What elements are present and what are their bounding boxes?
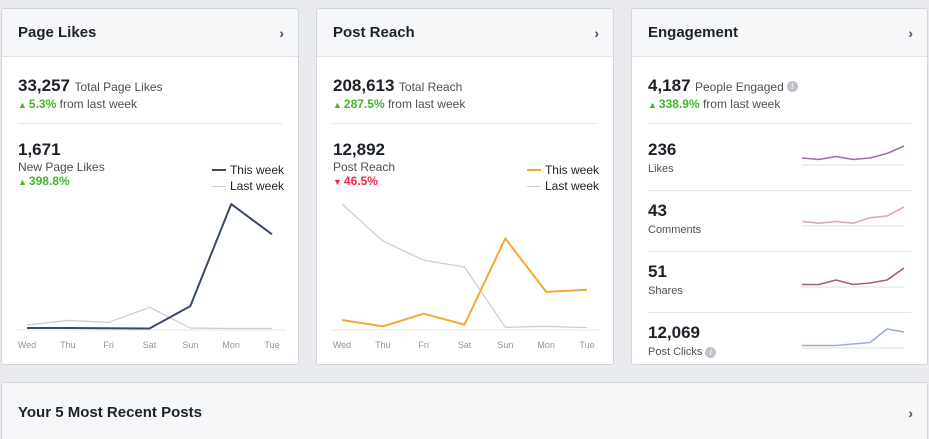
chart-legend: This week Last week [526, 162, 599, 194]
series-line-last-week [341, 203, 588, 329]
post-clicks-label: Post Clicks i [648, 346, 717, 358]
divider [18, 123, 282, 124]
x-tick-label: Sat [458, 340, 472, 350]
total-change-suffix: from last week [702, 97, 781, 111]
legend-this-week: This week [229, 163, 284, 177]
total-reach-label: Total Reach [398, 80, 463, 94]
engagement-sparklines [801, 145, 905, 349]
sparkline-comments [801, 206, 905, 224]
x-tick-label: Tue [579, 340, 594, 350]
page-likes-title: Page Likes [18, 24, 97, 41]
x-tick-label: Mon [537, 340, 555, 350]
legend-last-week: Last week [544, 179, 599, 193]
series-line-this-week [27, 203, 273, 330]
total-change-suffix: from last week [387, 97, 466, 111]
post-reach-chart: Wed Thu Fri Sat Sun Mon Tue [331, 203, 601, 350]
chevron-right-icon[interactable]: › [908, 404, 913, 421]
recent-posts-card[interactable]: Your 5 Most Recent Posts › [1, 382, 928, 439]
total-reach-value: 208,613 [333, 76, 395, 95]
comments-label: Comments [648, 224, 702, 236]
post-reach-change: 46.5% [343, 174, 378, 188]
new-page-likes-value: 1,671 [18, 140, 61, 159]
total-change-suffix: from last week [59, 97, 137, 111]
engagement-row-shares[interactable]: 51 Shares [648, 252, 911, 313]
engagement-header[interactable]: Engagement › [632, 9, 927, 57]
x-tick-label: Fri [103, 340, 114, 350]
x-tick-label: Thu [60, 340, 76, 350]
x-tick-label: Sun [497, 340, 513, 350]
chevron-right-icon[interactable]: › [594, 24, 599, 41]
chart-legend: This week Last week [211, 162, 284, 194]
post-clicks-value: 12,069 [648, 323, 700, 342]
post-clicks-label-text: Post Clicks [648, 346, 703, 358]
post-reach-label: Post Reach [333, 160, 396, 174]
x-tick-label: Thu [375, 340, 391, 350]
chevron-right-icon[interactable]: › [908, 24, 913, 41]
engagement-card: Engagement › 4,187 People Engaged i ▲ 338.… [631, 8, 928, 365]
info-icon[interactable]: i [705, 346, 717, 358]
post-reach-value: 12,892 [333, 140, 385, 159]
x-tick-label: Wed [18, 340, 36, 350]
total-reach: 208,613 Total Reach ▲ 287.5% from last we… [317, 76, 613, 111]
post-reach-header[interactable]: Post Reach › [317, 9, 613, 57]
legend-swatch-last [211, 185, 226, 187]
post-reach-card: Post Reach › 208,613 Total Reach ▲ 287.5%… [316, 8, 614, 365]
divider [648, 123, 911, 124]
shares-value: 51 [648, 262, 667, 281]
x-tick-label: Sun [182, 340, 198, 350]
series-line-this-week [341, 237, 588, 328]
x-tick-label: Wed [333, 340, 351, 350]
engagement-row-likes[interactable]: 236 Likes [648, 130, 911, 191]
likes-label: Likes [648, 163, 674, 175]
page-likes-header[interactable]: Page Likes › [2, 9, 298, 57]
x-tick-label: Mon [222, 340, 240, 350]
total-change: 5.3% [28, 97, 57, 111]
sparkline-shares [802, 267, 905, 286]
arrow-up-icon: ▲ [18, 177, 27, 187]
shares-label: Shares [648, 285, 683, 297]
engagement-row-comments[interactable]: 43 Comments [648, 191, 911, 252]
engagement-title: Engagement [648, 24, 739, 41]
people-engaged-label: People Engaged [695, 80, 784, 94]
divider [333, 123, 597, 124]
people-engaged-value: 4,187 [648, 76, 691, 95]
x-tick-label: Tue [264, 340, 279, 350]
people-engaged: 4,187 People Engaged i ▲ 338.9% from last … [632, 76, 927, 111]
legend-swatch-last [526, 185, 541, 187]
new-change: 398.8% [28, 174, 70, 188]
info-icon[interactable]: i [786, 81, 798, 93]
legend-swatch-this [211, 169, 226, 171]
arrow-down-icon: ▼ [333, 177, 342, 187]
likes-value: 236 [648, 140, 677, 159]
sparkline-post-clicks [802, 328, 905, 347]
total-page-likes: 33,257 Total Page Likes ▲ 5.3% from last … [2, 76, 298, 111]
legend-last-week: Last week [229, 179, 284, 193]
total-change: 338.9% [658, 97, 700, 111]
chevron-right-icon[interactable]: › [279, 24, 284, 41]
arrow-up-icon: ▲ [648, 100, 657, 110]
total-page-likes-label: Total Page Likes [74, 80, 163, 94]
page-likes-card: Page Likes › 33,257 Total Page Likes ▲ 5.… [1, 8, 299, 365]
sparkline-likes [801, 145, 905, 161]
series-line-last-week [26, 306, 272, 330]
engagement-row-post-clicks[interactable]: 12,069 Post Clicks i [648, 313, 911, 374]
x-tick-label: Sat [143, 340, 157, 350]
legend-this-week: This week [544, 163, 599, 177]
arrow-up-icon: ▲ [333, 100, 342, 110]
x-tick-label: Fri [418, 340, 429, 350]
new-page-likes-label: New Page Likes [18, 160, 105, 174]
page-likes-chart: Wed Thu Fri Sat Sun Mon Tue [16, 203, 286, 350]
comments-value: 43 [648, 201, 667, 220]
legend-swatch-this [526, 169, 541, 171]
total-page-likes-value: 33,257 [18, 76, 70, 95]
new-page-likes: 1,671 New Page Likes ▲ 398.8% [2, 140, 298, 188]
recent-posts-title: Your 5 Most Recent Posts [18, 404, 202, 421]
post-reach-title: Post Reach [333, 24, 415, 41]
arrow-up-icon: ▲ [18, 100, 27, 110]
post-reach-metric: 12,892 Post Reach ▼ 46.5% [317, 140, 613, 188]
total-change: 287.5% [343, 97, 385, 111]
